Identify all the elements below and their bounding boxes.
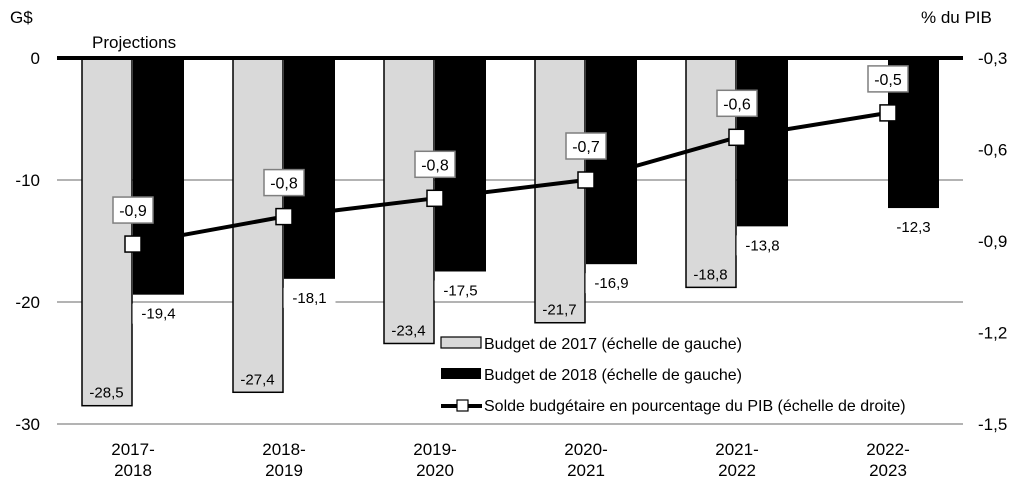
legend-label-gdp-balance: Solde budgétaire en pourcentage du PIB (… (484, 398, 906, 415)
x-tick-label: 2018- 2019 (262, 440, 305, 480)
x-tick-label: 2017- 2018 (111, 440, 154, 480)
line-label: -0,9 (119, 203, 147, 220)
bar-label-budget-2017: -28,5 (89, 385, 123, 402)
bar-label-budget-2018: -13,8 (745, 237, 779, 254)
line-label: -0,8 (421, 157, 449, 174)
legend-swatch-marker (456, 399, 469, 412)
bar-label-budget-2017: -27,4 (240, 371, 274, 388)
legend-label-budget-2017: Budget de 2017 (échelle de gauche) (484, 336, 742, 353)
line-label: -0,7 (572, 139, 600, 156)
bar-label-bg (887, 217, 940, 238)
bar-label-budget-2018: -18,1 (292, 290, 326, 307)
bar-label-bg (283, 287, 336, 308)
x-tick-label: 2019- 2020 (413, 440, 456, 480)
line-series (124, 104, 897, 253)
line-gdp-balance (132, 110, 889, 247)
legend-swatch-budget-2018 (441, 368, 481, 379)
line-marker (124, 235, 142, 253)
bar-budget-2018 (284, 58, 335, 279)
grid (57, 179, 963, 425)
line-marker (426, 189, 444, 208)
line-marker (879, 104, 897, 122)
axes: 0-10-20-30-0,3-0,6-0,9-1,2-1,52017-20182… (15, 49, 1007, 480)
y-right-tick-label: -0,6 (978, 141, 1007, 160)
y-left-axis-title: G$ (10, 8, 33, 27)
x-tick-label-line2: 2018 (114, 461, 152, 480)
y-left-tick-label: -20 (15, 293, 40, 312)
data-labels: -28,5 -19,4 -0,9 -27,4 -18,1 -0,8 -23,4 -17,5 -0… (89, 65, 940, 402)
x-tick-label-line1: 2021- (715, 440, 758, 459)
y-right-tick-label: -0,9 (978, 232, 1007, 251)
bar-budget-2018 (586, 58, 637, 265)
projections-annotation: Projections (92, 33, 176, 52)
x-tick-label-line1: 2020- (564, 440, 607, 459)
y-left-tick-label: -30 (15, 415, 40, 434)
bar-label-budget-2017: -21,7 (542, 302, 576, 319)
line-label-box (414, 150, 456, 179)
x-tick-label-line2: 2023 (869, 461, 907, 480)
x-tick-label-line2: 2021 (567, 461, 605, 480)
line-label: -0,8 (270, 176, 298, 193)
legend-bg (437, 336, 877, 416)
bar-label-budget-2018: -17,5 (443, 283, 477, 300)
bars (81, 57, 939, 407)
x-tick-label-line1: 2019- (413, 440, 456, 459)
bar-label-bg (736, 235, 789, 256)
line-label-box (716, 89, 758, 118)
bar-label-budget-2018: -16,9 (594, 275, 628, 292)
bar-budget-2017 (534, 57, 586, 324)
line-label: -0,5 (874, 72, 902, 89)
bar-budget-2017 (81, 57, 133, 407)
x-tick-label-line2: 2020 (416, 461, 454, 480)
y-left-tick-label: -10 (15, 171, 40, 190)
x-tick-label-line1: 2018- (262, 440, 305, 459)
line-marker (728, 128, 746, 147)
y-right-tick-label: -0,3 (978, 49, 1007, 68)
legend: Budget de 2017 (échelle de gauche) Budget… (437, 336, 906, 416)
bar-label-bg (585, 273, 638, 294)
line-label-box (112, 196, 154, 224)
x-tick-label: 2021- 2022 (715, 440, 758, 480)
y-left-tick-label: 0 (31, 49, 40, 68)
line-marker (275, 207, 293, 226)
x-tick-label: 2020- 2021 (564, 440, 607, 480)
line-marker (577, 171, 595, 189)
x-tick-label-line1: 2022- (866, 440, 909, 459)
x-tick-label-line2: 2019 (265, 461, 303, 480)
x-tick-label: 2022- 2023 (866, 440, 909, 480)
line-label-box (263, 168, 305, 197)
bar-label-bg (132, 303, 185, 324)
y-right-tick-label: -1,2 (978, 324, 1007, 343)
bar-label-budget-2018: -19,4 (141, 306, 175, 323)
bar-label-bg (434, 280, 487, 301)
line-label-box (565, 132, 607, 160)
x-tick-label-line1: 2017- (111, 440, 154, 459)
y-right-axis-title: % du PIB (921, 8, 992, 27)
legend-label-budget-2018: Budget de 2018 (échelle de gauche) (484, 367, 742, 384)
bar-label-budget-2018: -12,3 (896, 219, 930, 236)
bar-label-budget-2017: -23,4 (391, 322, 425, 339)
bar-budget-2018 (133, 58, 184, 295)
x-tick-label-line2: 2022 (718, 461, 756, 480)
line-label-box (867, 65, 909, 93)
legend-swatch-budget-2017 (440, 336, 482, 349)
y-right-tick-label: -1,5 (978, 415, 1007, 434)
bar-label-budget-2017: -18,8 (693, 266, 727, 283)
line-label: -0,6 (723, 96, 751, 113)
